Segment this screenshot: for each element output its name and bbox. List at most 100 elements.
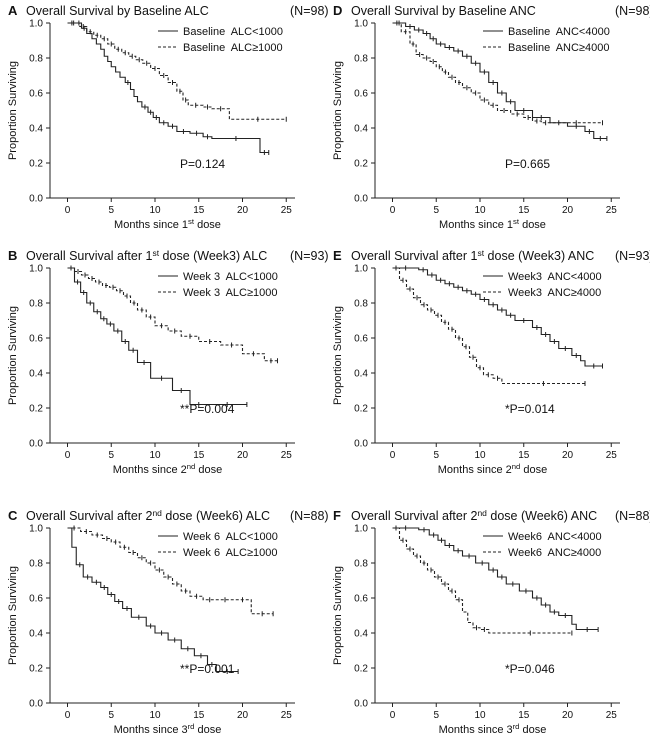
panel-b: B Overall Survival after 1st dose (Week3)… [7, 248, 329, 476]
x-tick-label: 15 [193, 205, 205, 216]
panel-title: Overall Survival after 1st dose (Week3) … [26, 248, 267, 263]
x-tick-label: 10 [474, 710, 486, 721]
x-tick-label: 15 [193, 450, 205, 461]
survival-curve-low [67, 22, 269, 154]
x-tick-label: 0 [390, 710, 396, 721]
panel-letter: E [333, 248, 342, 263]
panel-a: A Overall Survival by Baseline ALC (N=98) 0… [7, 3, 329, 231]
y-tick-label: 0.8 [29, 299, 43, 310]
y-tick-label: 0.0 [29, 439, 43, 450]
x-axis-label: Months since 3rd dose [439, 722, 547, 736]
y-tick-label: 1.0 [29, 264, 43, 275]
panel-d: D Overall Survival by Baseline ANC (N=98) 0… [332, 3, 650, 231]
x-tick-label: 15 [518, 205, 530, 216]
x-tick-label: 15 [518, 710, 530, 721]
panel-sample-size: (N=93) [290, 249, 329, 263]
x-axis-label: Months since 1st dose [114, 217, 221, 231]
panel-title: Overall Survival by Baseline ANC [351, 4, 536, 18]
y-tick-label: 0.4 [29, 124, 43, 135]
y-tick-label: 0.2 [29, 159, 43, 170]
survival-curve-high [392, 527, 572, 634]
y-tick-label: 0.6 [354, 594, 368, 605]
survival-curve-low [392, 22, 607, 140]
x-tick-label: 0 [65, 710, 71, 721]
x-tick-label: 0 [390, 205, 396, 216]
y-tick-label: 0.8 [29, 54, 43, 65]
legend-label: Baseline ANC≥4000 [508, 42, 609, 54]
x-tick-label: 25 [281, 205, 293, 216]
p-value-annotation: *P=0.046 [505, 662, 555, 676]
x-tick-label: 5 [433, 710, 439, 721]
survival-curve-high [67, 527, 274, 615]
y-tick-label: 0.8 [29, 559, 43, 570]
x-tick-label: 25 [606, 205, 618, 216]
y-axis-label: Proportion Surviving [332, 61, 344, 160]
x-tick-label: 10 [474, 205, 486, 216]
y-tick-label: 0.8 [354, 54, 368, 65]
x-tick-label: 5 [108, 205, 114, 216]
y-axis-label: Proportion Surviving [7, 61, 19, 160]
x-tick-label: 10 [149, 205, 161, 216]
y-tick-label: 0.8 [354, 559, 368, 570]
x-tick-label: 5 [433, 205, 439, 216]
x-tick-label: 20 [237, 710, 249, 721]
p-value-annotation: **P=0.001 [180, 662, 235, 676]
x-axis-label: Months since 2nd dose [113, 462, 222, 476]
y-axis-label: Proportion Surviving [332, 566, 344, 665]
x-tick-label: 20 [237, 450, 249, 461]
legend-label: Week 3 ALC<1000 [183, 271, 278, 283]
legend-label: Week6 ANC<4000 [508, 531, 602, 543]
x-tick-label: 10 [474, 450, 486, 461]
y-tick-label: 0.2 [354, 404, 368, 415]
legend-label: Week 6 ALC<1000 [183, 531, 278, 543]
y-tick-label: 1.0 [354, 19, 368, 30]
x-tick-label: 0 [390, 450, 396, 461]
panel-title: Overall Survival after 2nd dose (Week6) … [351, 508, 597, 523]
y-tick-label: 0.2 [29, 404, 43, 415]
x-tick-label: 0 [65, 205, 71, 216]
survival-curve-high [392, 267, 585, 385]
p-value-annotation: **P=0.004 [180, 402, 235, 416]
panel-sample-size: (N=98) [290, 4, 329, 18]
x-tick-label: 10 [149, 710, 161, 721]
legend-label: Week3 ANC≥4000 [508, 287, 601, 299]
legend-label: Week 6 ALC≥1000 [183, 547, 278, 559]
x-tick-label: 10 [149, 450, 161, 461]
y-tick-label: 0.6 [354, 89, 368, 100]
x-axis-label: Months since 3rd dose [114, 722, 222, 736]
x-tick-label: 20 [237, 205, 249, 216]
y-tick-label: 1.0 [29, 19, 43, 30]
legend-label: Week6 ANC≥4000 [508, 547, 601, 559]
y-tick-label: 1.0 [354, 264, 368, 275]
x-axis-label: Months since 1st dose [439, 217, 546, 231]
y-tick-label: 0.4 [354, 124, 368, 135]
y-tick-label: 1.0 [29, 524, 43, 535]
panel-e: E Overall Survival after 1st dose (Week3)… [332, 248, 650, 476]
x-tick-label: 25 [606, 450, 618, 461]
y-tick-label: 0.0 [354, 699, 368, 710]
p-value-annotation: P=0.124 [180, 157, 225, 171]
panel-title: Overall Survival after 1st dose (Week3) … [351, 248, 594, 263]
x-tick-label: 15 [518, 450, 530, 461]
panel-letter: F [333, 508, 341, 523]
panel-sample-size: (N=93) [615, 249, 650, 263]
legend-label: Baseline ALC<1000 [183, 26, 283, 38]
panel-c: C Overall Survival after 2nd dose (Week6)… [7, 508, 329, 736]
panel-letter: C [8, 508, 18, 523]
y-axis-label: Proportion Surviving [7, 566, 19, 665]
y-tick-label: 0.4 [354, 369, 368, 380]
legend-label: Baseline ALC≥1000 [183, 42, 283, 54]
x-tick-label: 25 [606, 710, 618, 721]
survival-curve-low [67, 267, 247, 406]
survival-curve-high [392, 22, 603, 124]
panel-f: F Overall Survival after 2nd dose (Week6)… [332, 508, 650, 736]
legend-label: Baseline ANC<4000 [508, 26, 610, 38]
x-tick-label: 5 [108, 710, 114, 721]
y-tick-label: 0.2 [354, 664, 368, 675]
panel-letter: D [333, 3, 342, 18]
x-tick-label: 15 [193, 710, 205, 721]
y-tick-label: 0.8 [354, 299, 368, 310]
y-tick-label: 0.6 [29, 334, 43, 345]
x-tick-label: 5 [433, 450, 439, 461]
y-tick-label: 0.6 [29, 89, 43, 100]
